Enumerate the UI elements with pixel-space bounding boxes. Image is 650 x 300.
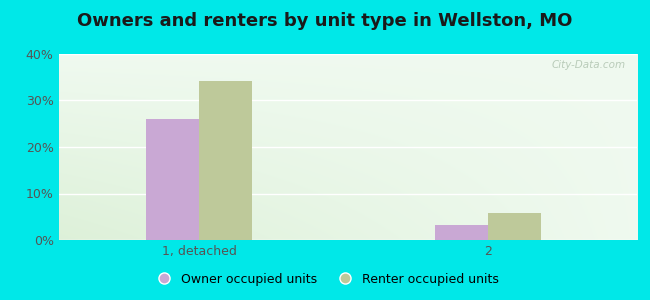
Bar — [199, 81, 252, 240]
Bar — [488, 213, 541, 240]
Text: Owners and renters by unit type in Wellston, MO: Owners and renters by unit type in Wells… — [77, 12, 573, 30]
Bar — [146, 119, 199, 240]
Text: City-Data.com: City-Data.com — [551, 60, 625, 70]
Legend: Owner occupied units, Renter occupied units: Owner occupied units, Renter occupied un… — [146, 268, 504, 291]
Bar — [436, 225, 488, 240]
